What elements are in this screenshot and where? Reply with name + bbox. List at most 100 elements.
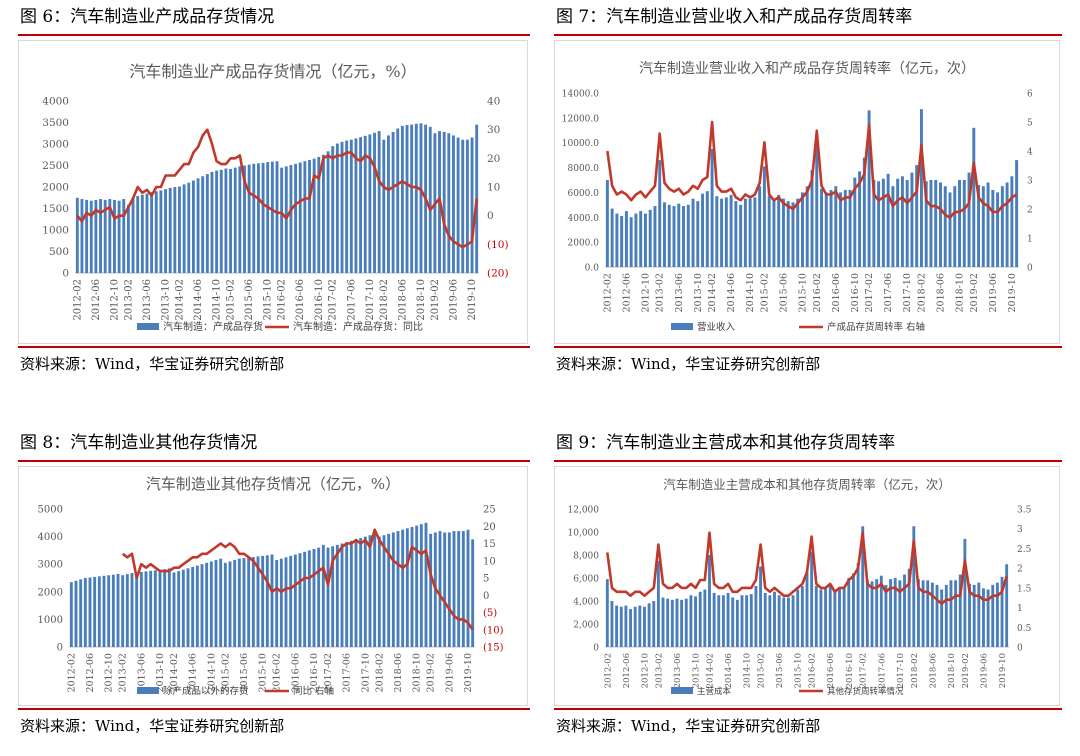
bar [754,586,758,647]
bar [726,592,730,647]
y-right-tick-label: 10 [487,182,500,194]
bar [191,566,195,647]
bar [465,139,469,273]
bar [223,562,227,647]
bar [289,555,293,647]
bar [238,166,242,273]
bar [861,526,865,647]
bar [298,553,302,647]
bar [982,588,985,647]
bar [666,598,670,647]
bar [652,601,656,647]
bar [247,557,251,647]
x-tick-label: 2019-10 [998,653,1008,688]
bar [729,194,733,267]
x-tick-label: 2019-10 [1007,273,1018,312]
x-tick-label: 2017-06 [346,279,357,321]
x-tick-label: 2017-06 [342,653,353,692]
y-right-tick-label: 0 [487,210,494,222]
bar [847,578,851,647]
bar [321,544,325,647]
bar [619,606,623,647]
bar [986,182,990,267]
x-tick-label: 2015-02 [226,279,237,321]
bar [111,574,115,647]
x-tick-label: 2014-06 [724,653,734,688]
bar [228,561,232,647]
figure-9: 图 9：汽车制造业主营成本和其他存货周转率 汽车制造业主营成本和其他存货周转率（… [554,432,1062,756]
bar [879,575,883,647]
y-left-tick-label: 2500 [42,160,69,172]
bar [838,588,841,647]
bar [1005,182,1009,267]
bar [715,196,719,267]
x-tick-label: 2012-06 [621,273,632,312]
bar [256,556,260,647]
bar [298,162,302,273]
legend-bar-label: 除产成品以外的存货 [163,685,249,697]
y-right-tick-label: 25 [483,505,496,516]
bar [629,609,632,647]
bar [470,137,474,273]
x-tick-label: 2016-02 [272,653,283,692]
bar [363,135,367,273]
bar [80,199,84,273]
bar [944,584,948,647]
bar [145,193,149,273]
bar [815,145,819,267]
figure-8: 图 8：汽车制造业其他存货情况 汽车制造业其他存货情况（亿元，%） 5000 400… [18,432,530,756]
bar [748,198,752,267]
figure-6-top-rule [18,34,530,36]
bar [848,189,852,267]
bar [995,582,999,647]
y-right-tick-label: 0.5 [1017,624,1032,634]
bar [762,166,766,267]
bar [93,576,97,647]
bar [177,571,181,647]
bar [781,198,785,267]
x-tick-label: 2013-06 [136,653,147,692]
bar [317,156,321,273]
legend-line-label: 产成品存货周转率 右轴 [827,321,925,333]
bar [691,198,695,267]
bar [117,200,121,273]
x-tick-label: 2017-10 [902,273,913,312]
bar [237,558,241,647]
bar [884,584,888,647]
bar [703,589,707,647]
bar [710,148,714,267]
x-tick-label: 2017-10 [365,279,376,321]
y-right-tick-label: 3 [1017,525,1023,535]
bar [345,542,349,647]
x-tick-label: 2015-10 [798,273,809,312]
bar [740,595,744,647]
bar [89,200,93,273]
x-tick-label: 2019-10 [467,279,478,321]
bar [308,159,311,273]
bar [682,206,685,267]
bar [819,589,823,647]
bar [684,598,688,647]
x-tick-label: 2016-10 [850,273,861,312]
bar [986,589,990,647]
bar [867,110,871,268]
bar [442,131,446,273]
bar [624,211,628,267]
x-tick-label: 2018-02 [379,279,390,321]
x-tick-label: 2013-06 [673,653,683,688]
bar [967,172,971,267]
bar [898,580,902,647]
bar [69,582,73,647]
bar [796,589,800,647]
x-tick-label: 2015-02 [757,653,767,688]
figure-8-svg: 汽车制造业其他存货情况（亿元，%） 5000 4000 3000 2000 1000 0 25… [38,475,504,697]
bar [331,546,335,647]
bar [214,560,218,647]
y-left-tick-label: 1000 [38,615,63,626]
bar [99,199,102,273]
bar [721,595,725,647]
x-tick-label: 2017-02 [323,653,334,692]
bar [125,574,129,647]
bar [782,597,786,647]
bar [377,536,381,647]
